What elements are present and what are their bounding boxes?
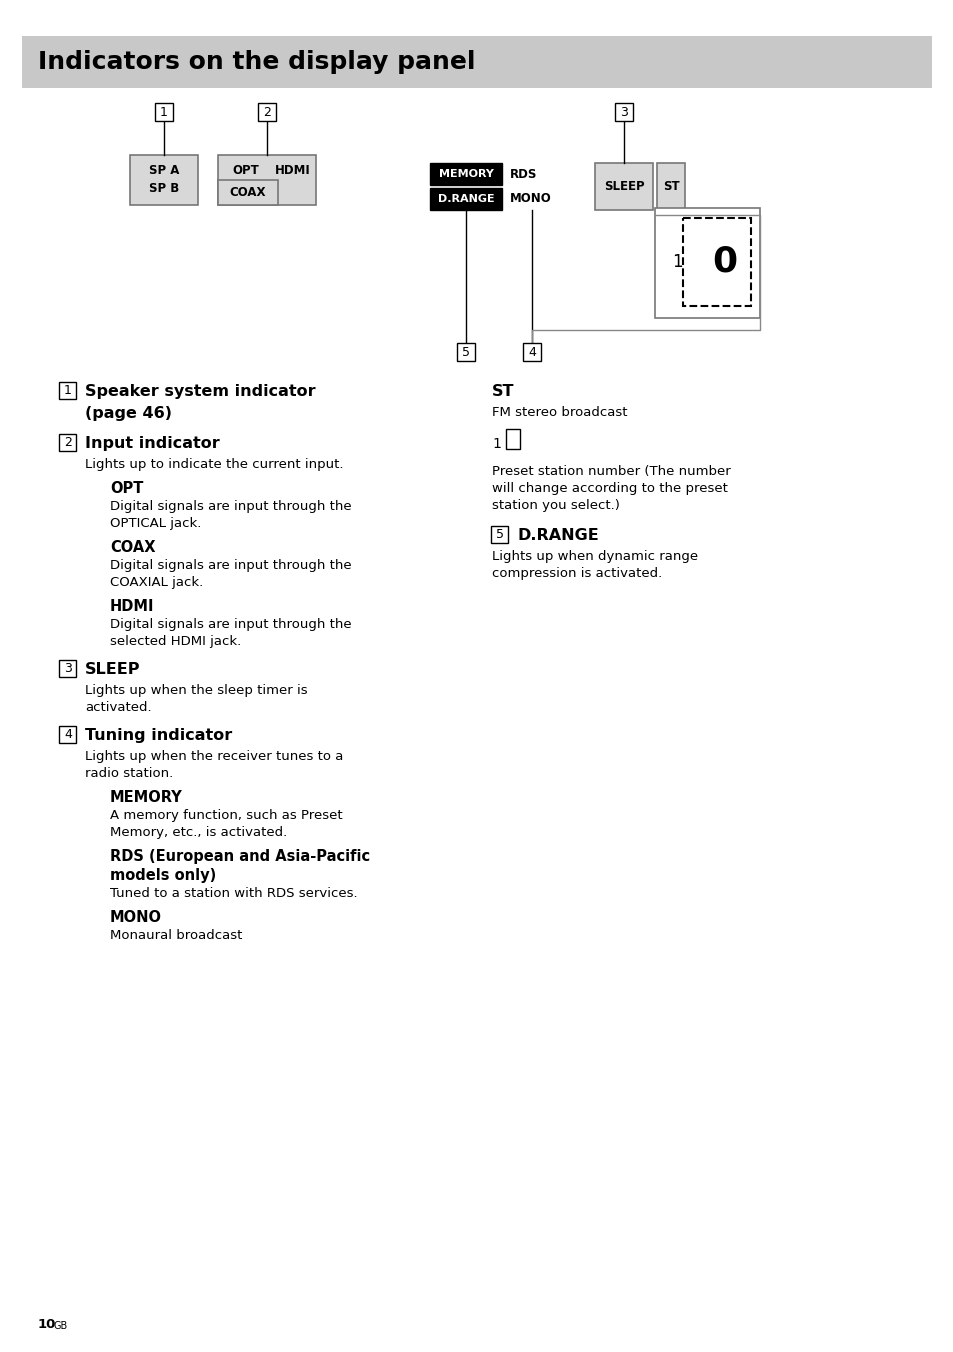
Text: 5: 5 (461, 346, 470, 358)
Text: Tuned to a station with RDS services.: Tuned to a station with RDS services. (110, 887, 357, 900)
Text: Lights up to indicate the current input.: Lights up to indicate the current input. (85, 458, 343, 470)
Text: 3: 3 (619, 105, 627, 119)
Text: 2: 2 (64, 435, 71, 449)
Text: radio station.: radio station. (85, 767, 173, 780)
Text: SLEEP: SLEEP (603, 180, 643, 193)
Text: activated.: activated. (85, 700, 152, 714)
Text: Digital signals are input through the: Digital signals are input through the (110, 558, 352, 572)
Text: selected HDMI jack.: selected HDMI jack. (110, 635, 241, 648)
Bar (522, 343, 540, 361)
Bar (218, 155, 315, 206)
Text: OPT: OPT (110, 481, 143, 496)
Text: station you select.): station you select.) (492, 499, 619, 512)
Text: MEMORY: MEMORY (110, 790, 183, 804)
Text: Lights up when dynamic range: Lights up when dynamic range (492, 550, 698, 562)
Text: 2: 2 (263, 105, 271, 119)
Bar (130, 155, 198, 206)
Bar (22, 37, 931, 88)
Text: HDMI: HDMI (110, 599, 154, 614)
Bar (595, 164, 652, 210)
Bar (430, 164, 501, 185)
Text: MONO: MONO (110, 910, 162, 925)
Text: Preset station number (The number: Preset station number (The number (492, 465, 730, 479)
Text: compression is activated.: compression is activated. (492, 566, 661, 580)
Bar (218, 180, 277, 206)
Text: ST: ST (662, 180, 679, 193)
Bar (59, 726, 76, 742)
Text: RDS (European and Asia-Pacific: RDS (European and Asia-Pacific (110, 849, 370, 864)
Text: SP A: SP A (149, 165, 179, 177)
Text: Indicators on the display panel: Indicators on the display panel (38, 50, 475, 74)
Bar (430, 188, 501, 210)
Text: SLEEP: SLEEP (85, 662, 140, 677)
Text: 10: 10 (38, 1317, 56, 1330)
Text: OPT: OPT (233, 165, 259, 177)
Bar (682, 218, 750, 306)
Bar (456, 343, 475, 361)
Text: Monaural broadcast: Monaural broadcast (110, 929, 242, 942)
Text: 4: 4 (64, 727, 71, 741)
Text: 0: 0 (712, 245, 737, 279)
Text: RDS: RDS (510, 168, 537, 181)
Bar (491, 526, 508, 542)
Bar (615, 103, 633, 120)
Text: OPTICAL jack.: OPTICAL jack. (110, 516, 201, 530)
Text: Lights up when the receiver tunes to a: Lights up when the receiver tunes to a (85, 750, 343, 763)
Text: COAX: COAX (110, 539, 155, 556)
Text: HDMI: HDMI (274, 165, 311, 177)
Text: models only): models only) (110, 868, 216, 883)
Text: GB: GB (54, 1321, 69, 1330)
Text: 3: 3 (64, 661, 71, 675)
Bar (505, 429, 519, 449)
Bar (59, 660, 76, 676)
Text: D.RANGE: D.RANGE (437, 193, 494, 204)
Text: COAXIAL jack.: COAXIAL jack. (110, 576, 203, 589)
Text: will change according to the preset: will change according to the preset (492, 483, 727, 495)
Text: ST: ST (492, 384, 514, 399)
Text: Digital signals are input through the: Digital signals are input through the (110, 500, 352, 512)
Text: Speaker system indicator: Speaker system indicator (85, 384, 315, 399)
Text: MEMORY: MEMORY (438, 169, 493, 178)
Text: Memory, etc., is activated.: Memory, etc., is activated. (110, 826, 287, 840)
Bar (59, 434, 76, 450)
Bar (655, 208, 760, 318)
Text: MONO: MONO (510, 192, 551, 206)
Text: 5: 5 (496, 527, 503, 541)
Text: FM stereo broadcast: FM stereo broadcast (492, 406, 627, 419)
Text: Tuning indicator: Tuning indicator (85, 727, 232, 744)
Bar (59, 381, 76, 399)
Bar (154, 103, 172, 120)
Text: (page 46): (page 46) (85, 406, 172, 420)
Bar (657, 164, 684, 210)
Text: Digital signals are input through the: Digital signals are input through the (110, 618, 352, 631)
Text: COAX: COAX (230, 185, 266, 199)
Text: SP B: SP B (149, 183, 179, 196)
Text: 1: 1 (671, 253, 681, 270)
Text: 1: 1 (64, 384, 71, 396)
Text: Input indicator: Input indicator (85, 435, 219, 452)
Bar (257, 103, 275, 120)
Text: 1: 1 (160, 105, 168, 119)
Text: 1: 1 (492, 437, 500, 452)
Text: 4: 4 (528, 346, 536, 358)
Text: Lights up when the sleep timer is: Lights up when the sleep timer is (85, 684, 307, 698)
Text: A memory function, such as Preset: A memory function, such as Preset (110, 808, 342, 822)
Text: D.RANGE: D.RANGE (517, 529, 599, 544)
